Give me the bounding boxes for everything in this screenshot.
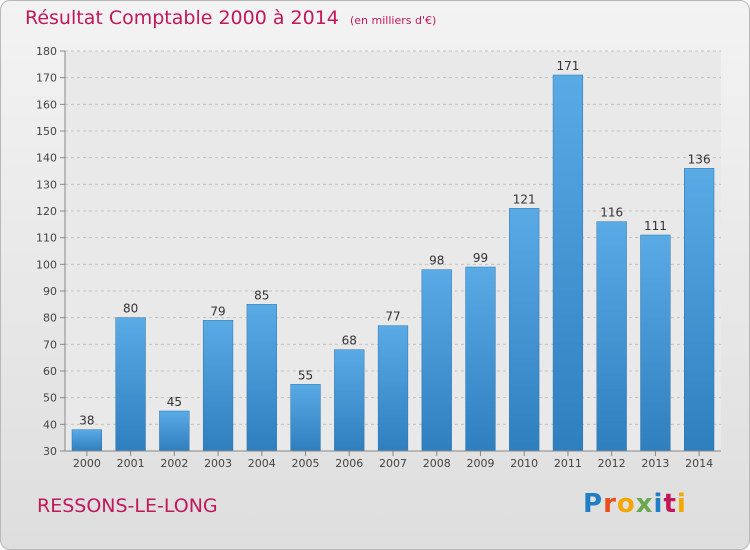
x-tick-label-2001: 2001: [117, 457, 145, 470]
proxiti-logo: Proxiti: [583, 489, 687, 519]
bar-2014: [684, 168, 715, 452]
bar-2006: [334, 349, 365, 452]
bar-2012: [596, 221, 627, 452]
value-label-2000: 38: [79, 414, 94, 428]
y-tick-label: 80: [43, 312, 57, 325]
value-label-2010: 121: [513, 192, 536, 206]
y-tick-label: 40: [43, 418, 57, 431]
y-tick-label: 170: [36, 72, 57, 85]
y-tick-label: 70: [43, 338, 57, 351]
x-tick-label-2005: 2005: [292, 457, 320, 470]
brand-letter: t: [663, 489, 677, 519]
bar-2001: [115, 317, 146, 452]
value-label-2001: 80: [123, 302, 138, 316]
x-tick-label-2004: 2004: [248, 457, 276, 470]
value-label-2006: 68: [342, 334, 357, 348]
bar-2013: [640, 234, 671, 452]
y-tick-label: 50: [43, 392, 57, 405]
brand-letter: i: [676, 489, 687, 519]
value-label-2012: 116: [600, 206, 623, 220]
bar-2007: [377, 325, 409, 452]
x-tick-label-2012: 2012: [598, 457, 626, 470]
x-tick-label-2010: 2010: [510, 457, 538, 470]
x-tick-label-2014: 2014: [685, 457, 713, 470]
value-label-2014: 136: [688, 152, 711, 166]
commune-name: RESSONS-LE-LONG: [37, 495, 218, 517]
brand-letter: P: [583, 489, 604, 519]
x-tick-label-2008: 2008: [423, 457, 451, 470]
y-tick-label: 90: [43, 285, 57, 298]
x-tick-label-2013: 2013: [641, 457, 669, 470]
value-label-2008: 98: [429, 254, 444, 268]
bar-2003: [202, 320, 234, 452]
x-tick-label-2007: 2007: [379, 457, 407, 470]
x-tick-label-2006: 2006: [335, 457, 363, 470]
y-tick-label: 110: [36, 232, 57, 245]
value-label-2013: 111: [644, 219, 667, 233]
brand-letter: x: [635, 489, 654, 519]
brand-letter: i: [653, 489, 664, 519]
bar-2011: [552, 74, 584, 452]
y-tick-label: 130: [36, 178, 57, 191]
y-tick-label: 30: [43, 445, 57, 458]
bar-2009: [465, 266, 496, 452]
bar-2008: [421, 269, 452, 452]
chart-title: Résultat Comptable 2000 à 2014 (en milli…: [25, 7, 436, 29]
value-label-2004: 85: [254, 288, 269, 302]
value-label-2011: 171: [556, 59, 579, 73]
value-label-2007: 77: [385, 310, 400, 324]
y-tick-label: 140: [36, 152, 57, 165]
value-label-2003: 79: [210, 304, 225, 318]
brand-letter: o: [616, 489, 636, 519]
value-label-2002: 45: [167, 395, 182, 409]
y-tick-label: 60: [43, 365, 57, 378]
title-main: Résultat Comptable 2000 à 2014: [25, 7, 339, 29]
bar-2000: [71, 429, 102, 452]
x-tick-label-2009: 2009: [466, 457, 494, 470]
bar-2004: [246, 304, 277, 452]
x-tick-label-2011: 2011: [554, 457, 582, 470]
bar-2010: [509, 208, 540, 452]
title-unit: (en milliers d'€): [349, 14, 437, 27]
y-tick-label: 120: [36, 205, 57, 218]
bar-2002: [159, 410, 190, 452]
x-tick-label-2000: 2000: [73, 457, 101, 470]
value-label-2005: 55: [298, 368, 313, 382]
y-tick-label: 150: [36, 125, 57, 138]
x-tick-label-2002: 2002: [160, 457, 188, 470]
y-tick-label: 100: [36, 258, 57, 271]
value-label-2009: 99: [473, 251, 488, 265]
x-tick-label-2003: 2003: [204, 457, 232, 470]
y-tick-label: 180: [36, 45, 57, 58]
y-tick-label: 160: [36, 98, 57, 111]
bar-2005: [290, 384, 321, 452]
brand-letter: r: [603, 489, 617, 519]
